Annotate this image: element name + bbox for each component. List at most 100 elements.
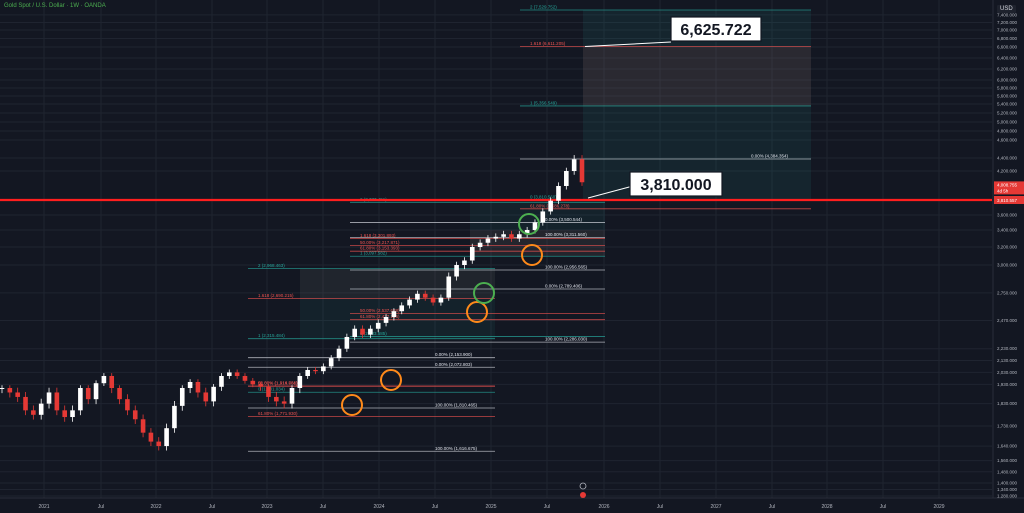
candle-body [556, 186, 561, 201]
fib-level-label: 1 (2,315.484) [258, 333, 285, 338]
time-axis-tick: 2026 [598, 504, 609, 510]
fib-level-label: 50.00% (1,914.731) [258, 381, 298, 386]
level-callout-text: 3,810.000 [640, 177, 711, 194]
fib-level-label: 0.00% (4,384.354) [751, 154, 789, 159]
time-axis-tick: 2024 [373, 504, 384, 510]
candle-body [78, 388, 83, 411]
time-axis-background [0, 498, 1024, 513]
price-axis-tick: 1,640.000 [997, 444, 1018, 449]
candle-body [125, 399, 130, 411]
event-flag-icon [580, 492, 586, 498]
price-axis-tick: 1,730.000 [997, 423, 1018, 428]
time-axis-tick: 2023 [261, 504, 272, 510]
price-axis-tick: 2,470.000 [997, 318, 1018, 323]
fib-level-label: 100.00% (3,311.560) [545, 232, 587, 237]
fib-level-label: 100.00% (2,286.030) [545, 337, 588, 342]
price-axis-background [993, 0, 1024, 498]
candle-body [164, 428, 169, 447]
price-axis-tick: 4,200.000 [997, 169, 1018, 174]
candle-body [516, 234, 522, 239]
price-axis-tick: 6,200.000 [997, 67, 1018, 72]
countdown-text: 4d 5h [997, 188, 1009, 193]
candle-body [46, 392, 52, 404]
candle-body [132, 410, 138, 420]
fib-level-label: 0.00% (3,500.544) [545, 217, 583, 222]
candle-body [187, 382, 193, 388]
currency-label[interactable]: USD [997, 5, 1016, 13]
candle-body [226, 372, 232, 376]
symbol-title: Gold Spot / U.S. Dollar · 1W · OANDA [4, 3, 106, 9]
candle-body [7, 388, 13, 393]
price-axis-tick: 1,830.000 [997, 401, 1018, 406]
price-axis-tick: 1,480.000 [997, 469, 1018, 474]
time-axis-tick: Jul [320, 504, 326, 510]
time-axis-tick: 2027 [710, 504, 721, 510]
candle-body [375, 322, 381, 329]
candle-body [383, 317, 389, 323]
candle-body [23, 396, 28, 411]
candle-body [415, 293, 420, 300]
event-marker-icon [579, 482, 587, 490]
candle-body [407, 299, 412, 306]
candle-body [15, 392, 20, 397]
candle-body [399, 305, 405, 312]
candle-body [242, 376, 248, 381]
candle-body [70, 410, 75, 418]
price-axis-tick: 3,600.000 [997, 213, 1018, 218]
candle-body [313, 370, 318, 372]
target-callout-leader [584, 41, 672, 48]
candle-body [501, 234, 506, 237]
time-axis-tick: Jul [432, 504, 438, 510]
time-axis-tick: 2021 [38, 504, 49, 510]
fib-zone-a-green [300, 268, 495, 339]
fib-level-label: 61.80% (2,477.136) [360, 314, 400, 319]
candle-body [336, 348, 342, 359]
candle-body [391, 311, 397, 317]
price-axis-tick: 6,600.000 [997, 45, 1018, 50]
price-axis-tick: 5,200.000 [997, 111, 1018, 116]
candle-body [469, 247, 475, 261]
time-axis-tick: 2022 [150, 504, 161, 510]
candle-body [509, 234, 514, 239]
fib-level-label: 61.80% (1,771.930) [258, 411, 298, 416]
fib-zone-c-green [583, 10, 811, 201]
fib-level-label: 1 (5,356.549) [530, 100, 557, 105]
candle-body [485, 238, 491, 243]
candle-body [31, 410, 36, 415]
candle-body [203, 392, 209, 402]
price-axis-tick: 6,800.000 [997, 36, 1018, 41]
candle-body [328, 358, 334, 367]
marker-circle [380, 369, 402, 391]
candle-body [117, 388, 122, 400]
candle-body [462, 260, 467, 265]
candle-body [172, 405, 177, 429]
candle-body [101, 376, 107, 384]
candle-body [258, 384, 263, 387]
time-axis-tick: Jul [657, 504, 663, 510]
candle-body [564, 171, 569, 186]
candle-body [85, 388, 91, 400]
marker-circle [518, 213, 540, 235]
price-axis-tick: 4,600.000 [997, 138, 1018, 143]
fib-level-label: 1.618 (2,690.215) [258, 293, 294, 298]
price-axis-tick: 2,030.000 [997, 370, 1018, 375]
price-axis-tick: 7,400.000 [997, 12, 1018, 17]
price-axis-tick: 1,560.000 [997, 458, 1018, 463]
candle-body [140, 419, 146, 433]
time-axis-tick: Jul [769, 504, 775, 510]
candle-body [109, 376, 115, 388]
fib-level-label: 1.618 (3,301.893) [360, 233, 396, 238]
candle-body [352, 328, 358, 337]
price-axis-tick: 5,600.000 [997, 94, 1018, 99]
line-price-badge [994, 196, 1024, 204]
price-axis-tick: 4,400.000 [997, 156, 1018, 161]
price-axis-tick: 2,130.000 [997, 358, 1018, 363]
fib-level-label: 50.00% (2,537.688) [360, 308, 400, 313]
fib-zone-b-red [470, 230, 605, 257]
candle-body [532, 222, 538, 230]
fib-level-label: 100.00% (2,956.565) [545, 264, 588, 269]
time-axis-tick: Jul [209, 504, 215, 510]
candle-body [0, 388, 5, 389]
